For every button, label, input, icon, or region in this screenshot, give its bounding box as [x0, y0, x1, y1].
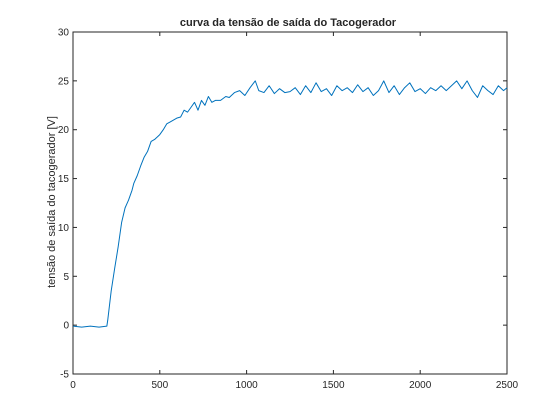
- y-tick-label: 15: [58, 174, 70, 185]
- x-tick-label: 2500: [496, 380, 519, 391]
- y-tick-label: 10: [58, 223, 70, 234]
- x-tick-label: 2000: [409, 380, 432, 391]
- x-tick-label: 1500: [322, 380, 345, 391]
- y-tick-label: 20: [58, 125, 70, 136]
- y-tick-label: 30: [58, 28, 70, 39]
- x-tick-label: 500: [151, 380, 168, 391]
- series-layer: [73, 81, 507, 327]
- axes-box: [73, 32, 507, 374]
- y-tick-label: 0: [63, 321, 69, 332]
- x-tick-label: 0: [70, 380, 76, 391]
- y-tick-label: 25: [58, 76, 70, 87]
- y-tick-label: 5: [63, 272, 69, 283]
- series-line: [73, 81, 507, 327]
- y-axis-label: tensão de saída do tacogerador [V]: [46, 116, 58, 288]
- x-tick-label: 1000: [235, 380, 258, 391]
- chart-title: curva da tensão de saída do Tacogerador: [180, 17, 397, 29]
- y-tick-label: -5: [60, 370, 69, 381]
